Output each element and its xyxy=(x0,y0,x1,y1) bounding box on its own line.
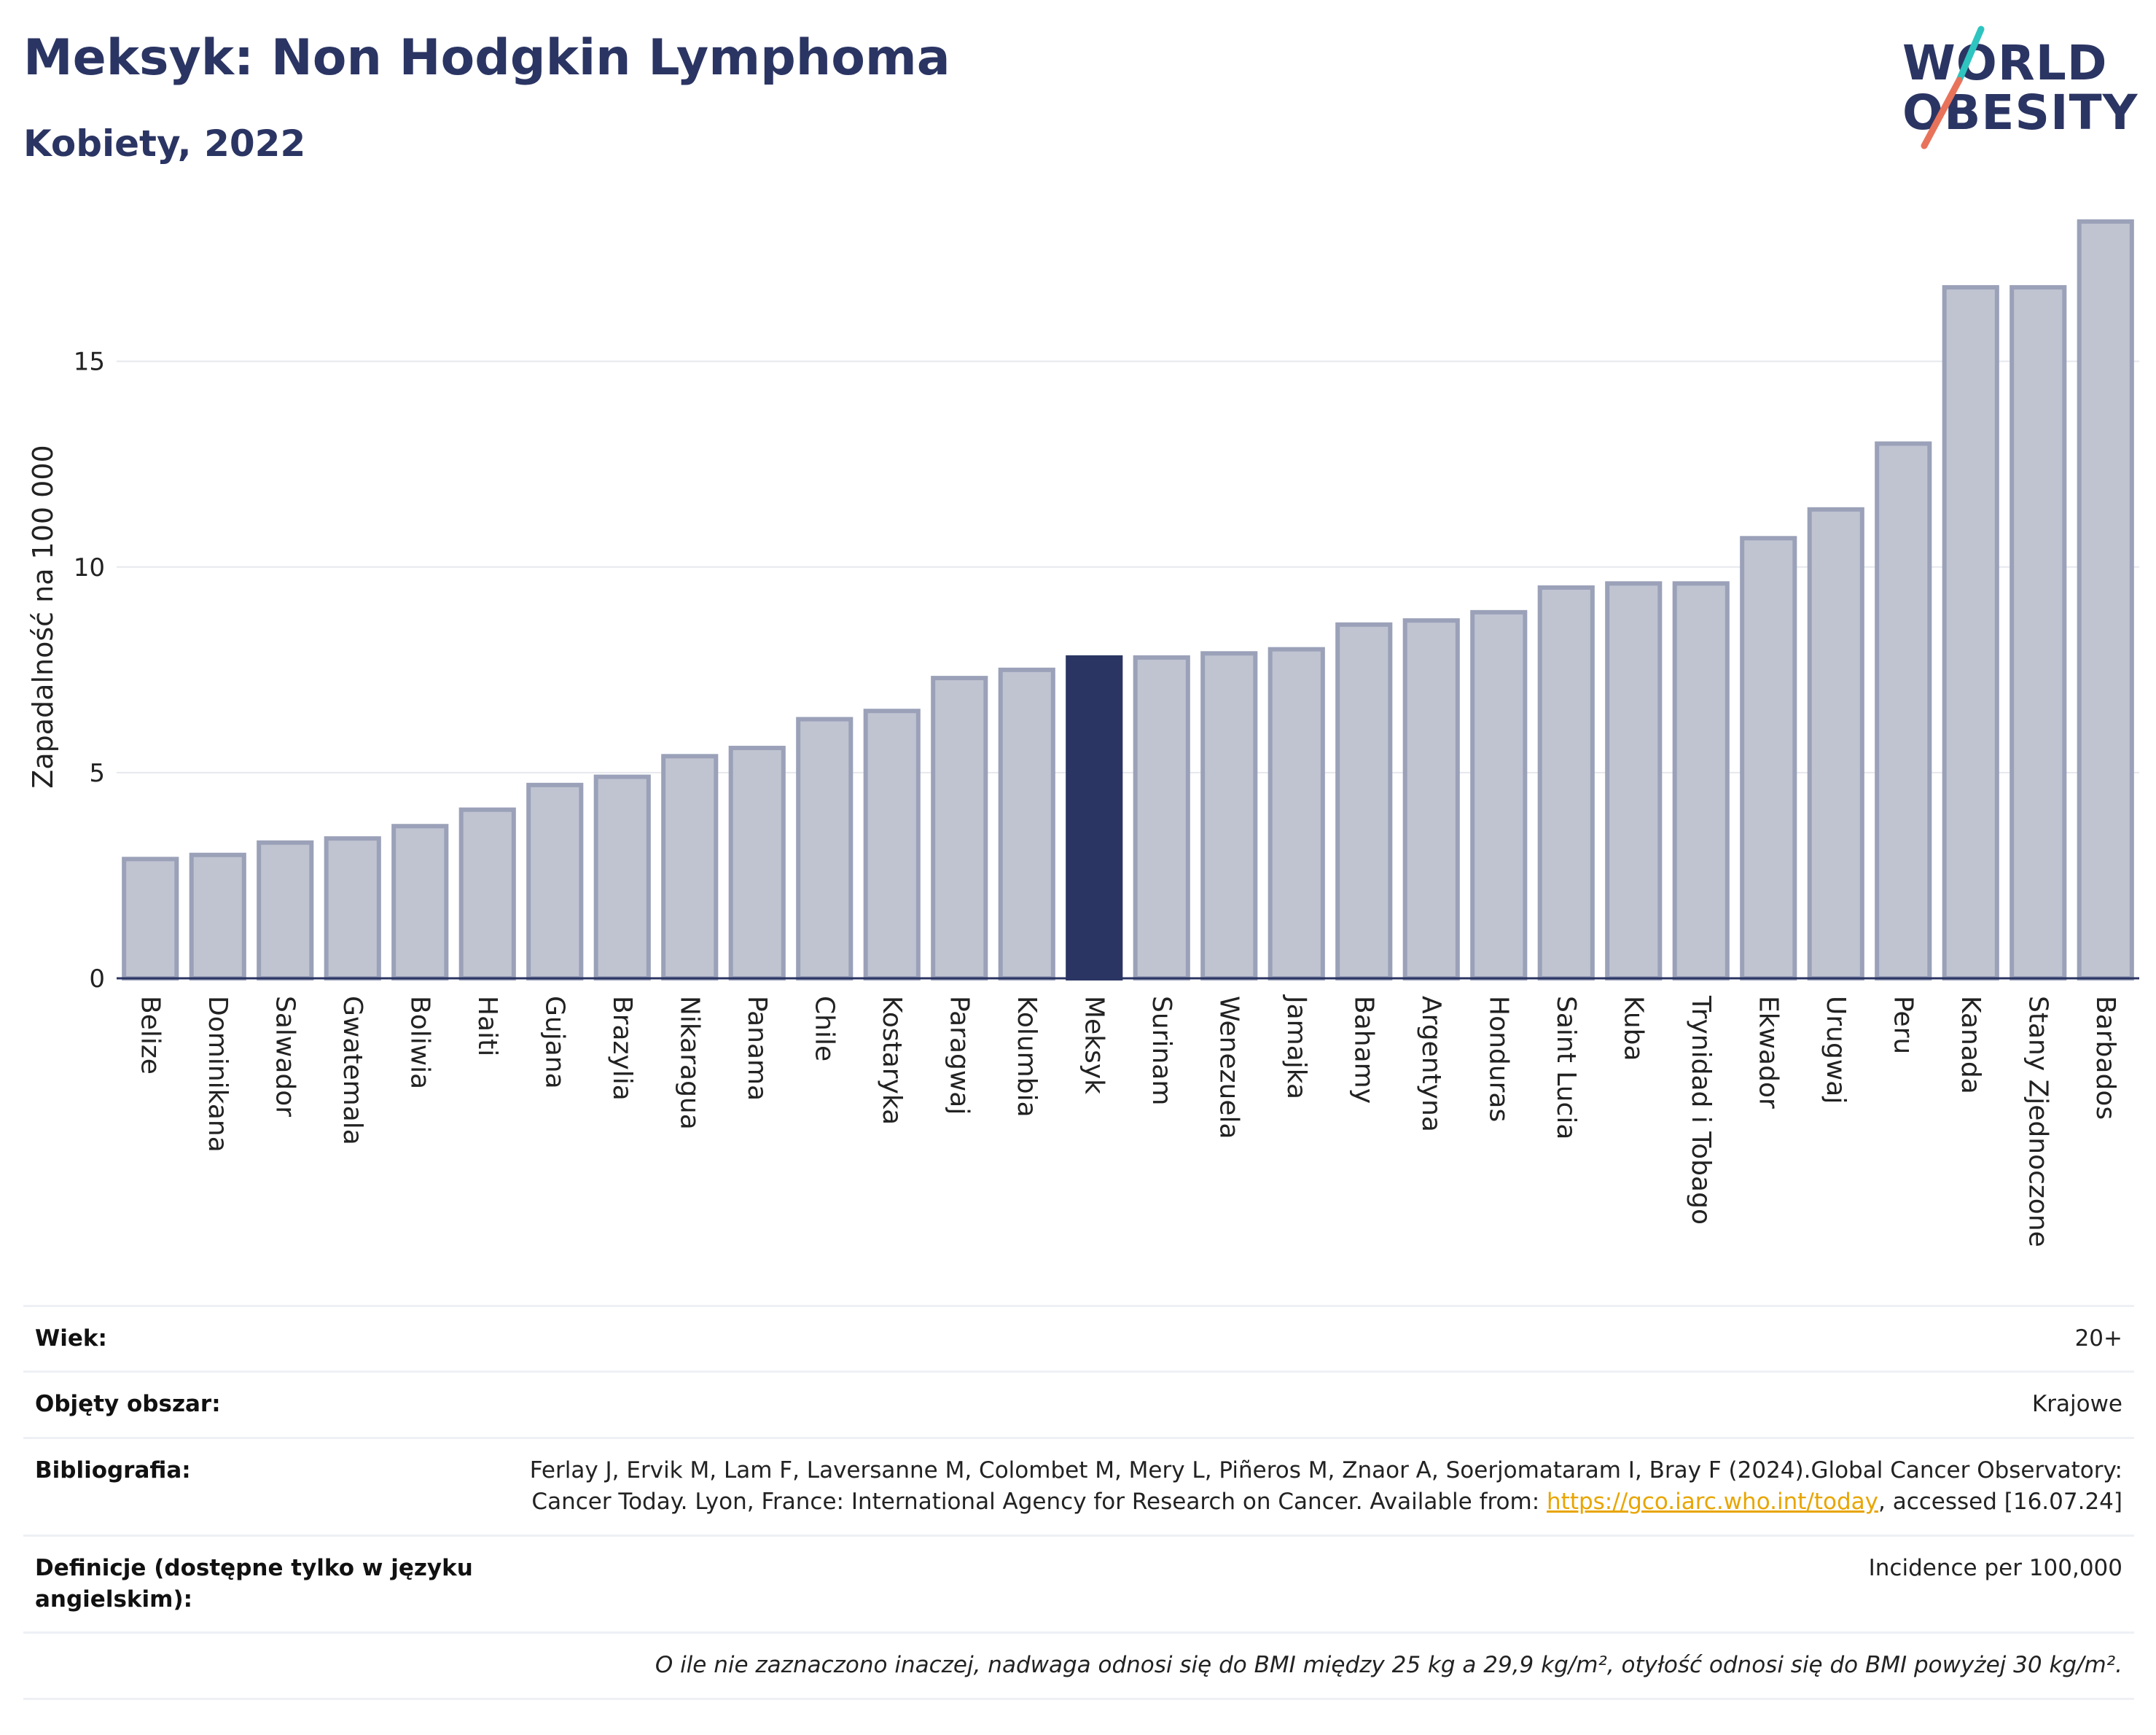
bar-salwador xyxy=(257,840,314,981)
bar-gujana xyxy=(526,782,584,980)
bar-paragwaj xyxy=(931,676,988,981)
area-label: Objęty obszar: xyxy=(23,1371,499,1438)
definitions-value: Incidence per 100,000 xyxy=(499,1534,2134,1633)
bar-kanada xyxy=(1942,285,1999,980)
bar-saint-lucia xyxy=(1537,585,1595,980)
x-tick-label: Salwador xyxy=(270,996,300,1117)
x-tick-label: Belize xyxy=(135,996,165,1075)
x-tick-label: Honduras xyxy=(1483,996,1513,1122)
info-row-area: Objęty obszar: Krajowe xyxy=(23,1371,2134,1438)
x-tick-label: Urugwaj xyxy=(1821,996,1851,1104)
info-row-bibliography: Bibliografia: Ferlay J, Ervik M, Lam F, … xyxy=(23,1436,2134,1536)
bar-wenezuela xyxy=(1200,651,1258,980)
bar-honduras xyxy=(1470,609,1528,981)
x-tick-label: Peru xyxy=(1888,996,1918,1054)
bar-argentyna xyxy=(1402,618,1460,980)
bmi-note: O ile nie zaznaczono inaczej, nadwaga od… xyxy=(23,1631,2134,1700)
info-row-note: O ile nie zaznaczono inaczej, nadwaga od… xyxy=(23,1631,2134,1700)
x-tick-label: Ekwador xyxy=(1753,996,1783,1109)
area-value: Krajowe xyxy=(499,1371,2134,1438)
bar-chart: 0 5 10 15 Zapadalność na 100 000 Belize Domini… xyxy=(27,219,2139,1247)
bar-jamajka xyxy=(1268,647,1325,980)
bar-gwatemala xyxy=(324,836,381,980)
bar-boliwia xyxy=(391,824,449,981)
bar-peru xyxy=(1875,441,1932,980)
x-tick-label: Gwatemala xyxy=(337,996,367,1145)
age-value: 20+ xyxy=(499,1304,2134,1372)
bibliography-value: Ferlay J, Ervik M, Lam F, Laversanne M, … xyxy=(499,1436,2134,1536)
bar-haiti xyxy=(458,807,516,981)
bar-brazylia xyxy=(593,774,651,981)
chart-subtitle: Kobiety, 2022 xyxy=(23,122,306,165)
y-tick-label: 5 xyxy=(89,759,105,788)
x-tick-label: Meksyk xyxy=(1079,996,1109,1094)
bar-dominikana xyxy=(189,852,246,980)
x-tick-label: Nikaragua xyxy=(674,996,704,1130)
bar-ekwador xyxy=(1740,536,1797,980)
definitions-label: Definicje (dostępne tylko w języku angie… xyxy=(23,1534,499,1633)
x-tick-label: Gujana xyxy=(539,996,569,1089)
bar-kostaryka xyxy=(863,709,921,981)
x-tick-label: Barbados xyxy=(2090,996,2120,1120)
bibliography-text: Ferlay J, Ervik M, Lam F, Laversanne M, … xyxy=(529,1457,2122,1516)
info-row-age: Wiek: 20+ xyxy=(23,1304,2134,1372)
x-tick-label: Stany Zjednoczone xyxy=(2023,996,2053,1247)
bar-bahamy xyxy=(1335,622,1393,980)
x-tick-label: Surinam xyxy=(1147,996,1176,1105)
x-tick-label: Saint Lucia xyxy=(1551,996,1581,1139)
bar-chile xyxy=(796,717,854,980)
bar-barbados xyxy=(2077,219,2134,980)
x-tick-label: Wenezuela xyxy=(1214,996,1243,1139)
logo-slash-icon xyxy=(1921,26,1985,149)
bar-urugwaj xyxy=(1807,507,1864,980)
bar-panama xyxy=(728,746,786,980)
x-tick-label: Paragwaj xyxy=(944,996,974,1115)
bar-belize xyxy=(122,857,179,981)
bar-stany-zjednoczone xyxy=(2009,285,2067,980)
bar-meksyk xyxy=(1066,655,1123,980)
x-tick-label: Brazylia xyxy=(607,996,637,1101)
x-tick-label: Boliwia xyxy=(405,996,434,1089)
logo-line1: WORLD xyxy=(1902,35,2108,91)
x-tick-label: Bahamy xyxy=(1348,996,1378,1104)
bibliography-link[interactable]: https://gco.iarc.who.int/today xyxy=(1547,1489,1878,1516)
bar-surinam xyxy=(1133,655,1190,980)
y-axis-label: Zapadalność na 100 000 xyxy=(27,445,59,788)
y-tick-label: 0 xyxy=(89,964,105,994)
x-tick-label: Kostaryka xyxy=(877,996,907,1125)
y-tick-label: 15 xyxy=(74,348,105,377)
bar-trynidad-i-tobago xyxy=(1672,581,1730,980)
x-tick-label: Panama xyxy=(742,996,772,1101)
bibliography-accessed: , accessed [16.07.24] xyxy=(1878,1489,2122,1516)
x-tick-label: Trynidad i Tobago xyxy=(1686,995,1716,1225)
x-tick-label: Jamajka xyxy=(1281,994,1311,1099)
x-tick-label: Kolumbia xyxy=(1012,996,1042,1118)
bibliography-label: Bibliografia: xyxy=(23,1436,499,1536)
bar-nikaragua xyxy=(661,754,719,980)
chart-title: Meksyk: Non Hodgkin Lymphoma xyxy=(23,29,950,87)
x-tick-label: Chile xyxy=(809,996,839,1061)
x-tick-label: Argentyna xyxy=(1416,996,1446,1132)
bar-kuba xyxy=(1605,581,1663,980)
x-tick-label: Haiti xyxy=(472,996,502,1056)
age-label: Wiek: xyxy=(23,1304,499,1372)
y-tick-label: 10 xyxy=(74,553,105,582)
info-table: Wiek: 20+ Objęty obszar: Krajowe Bibliog… xyxy=(23,1304,2134,1700)
x-tick-label: Dominikana xyxy=(203,996,233,1153)
x-tick-label: Kuba xyxy=(1618,996,1648,1061)
info-row-definitions: Definicje (dostępne tylko w języku angie… xyxy=(23,1534,2134,1633)
world-obesity-logo: WORLD OBESITY xyxy=(1895,22,2143,153)
x-tick-label: Kanada xyxy=(1956,996,1985,1094)
bar-kolumbia xyxy=(998,667,1055,980)
